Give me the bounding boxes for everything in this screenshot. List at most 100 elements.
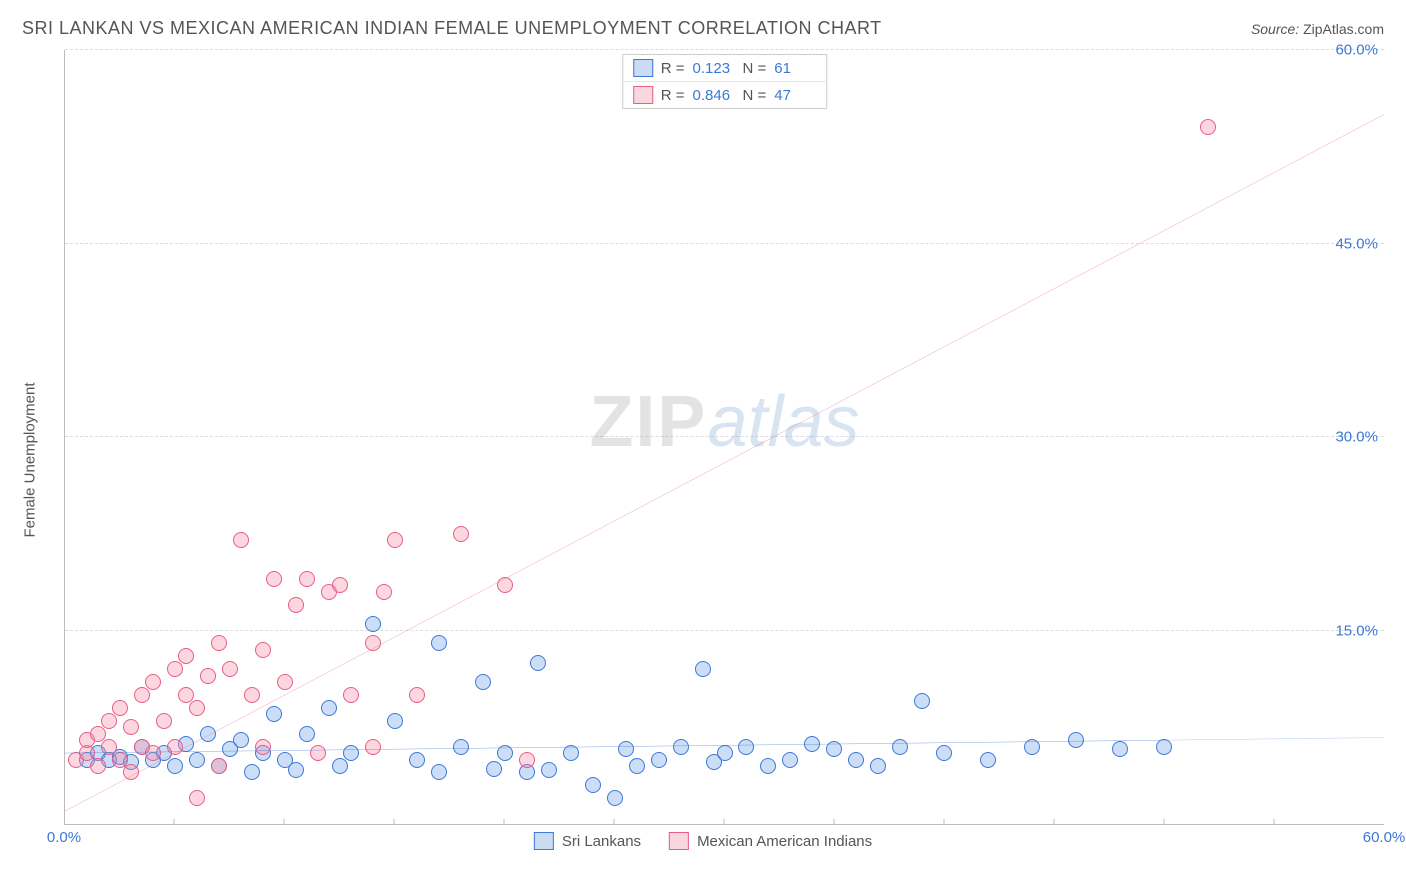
legend-swatch xyxy=(669,832,689,850)
scatter-point xyxy=(145,745,161,761)
x-tick-mark xyxy=(943,819,944,825)
scatter-point xyxy=(519,752,535,768)
gridline xyxy=(65,49,1384,50)
x-tick-label: 0.0% xyxy=(47,829,81,846)
scatter-point xyxy=(266,706,282,722)
scatter-point xyxy=(244,687,260,703)
trend-line-extrapolation xyxy=(1164,738,1384,741)
scatter-point xyxy=(870,758,886,774)
scatter-point xyxy=(365,739,381,755)
scatter-point xyxy=(200,726,216,742)
scatter-point xyxy=(541,762,557,778)
scatter-point xyxy=(475,674,491,690)
x-tick-label: 60.0% xyxy=(1363,829,1406,846)
scatter-point xyxy=(629,758,645,774)
legend-series-item: Sri Lankans xyxy=(534,832,641,850)
scatter-point xyxy=(167,758,183,774)
scatter-point xyxy=(233,732,249,748)
legend-correlation-row: R =0.846N =47 xyxy=(623,81,827,108)
scatter-point xyxy=(167,739,183,755)
scatter-point xyxy=(497,745,513,761)
x-tick-mark xyxy=(503,819,504,825)
scatter-point xyxy=(673,739,689,755)
scatter-point xyxy=(782,752,798,768)
scatter-point xyxy=(134,687,150,703)
n-value: 61 xyxy=(774,60,816,77)
scatter-point xyxy=(804,736,820,752)
scatter-point xyxy=(288,762,304,778)
x-tick-mark xyxy=(834,819,835,825)
scatter-point xyxy=(343,745,359,761)
scatter-point xyxy=(266,571,282,587)
r-label: R = xyxy=(661,60,685,77)
scatter-point xyxy=(343,687,359,703)
scatter-point xyxy=(387,532,403,548)
chart-container: Female Unemployment ZIPatlas R =0.123N =… xyxy=(22,50,1384,870)
source-label: Source: xyxy=(1251,21,1299,37)
scatter-point xyxy=(607,790,623,806)
scatter-point xyxy=(760,758,776,774)
chart-title: SRI LANKAN VS MEXICAN AMERICAN INDIAN FE… xyxy=(22,18,882,39)
scatter-point xyxy=(453,739,469,755)
watermark-zip: ZIP xyxy=(589,382,707,462)
source-attribution: Source: ZipAtlas.com xyxy=(1251,21,1384,37)
scatter-point xyxy=(618,741,634,757)
scatter-point xyxy=(936,745,952,761)
scatter-point xyxy=(585,777,601,793)
scatter-point xyxy=(332,758,348,774)
scatter-point xyxy=(189,790,205,806)
x-tick-mark xyxy=(284,819,285,825)
legend-series: Sri Lankans Mexican American Indians xyxy=(534,832,872,850)
x-tick-mark xyxy=(394,819,395,825)
scatter-point xyxy=(497,577,513,593)
scatter-point xyxy=(178,648,194,664)
scatter-point xyxy=(980,752,996,768)
scatter-point xyxy=(167,661,183,677)
scatter-point xyxy=(1068,732,1084,748)
scatter-point xyxy=(453,526,469,542)
y-tick-label: 30.0% xyxy=(1335,429,1378,446)
legend-series-item: Mexican American Indians xyxy=(669,832,872,850)
scatter-point xyxy=(695,661,711,677)
n-label: N = xyxy=(743,60,767,77)
r-label: R = xyxy=(661,87,685,104)
scatter-point xyxy=(651,752,667,768)
x-tick-mark xyxy=(1274,819,1275,825)
plot-area: ZIPatlas R =0.123N =61R =0.846N =47 15.0… xyxy=(64,50,1384,825)
x-tick-mark xyxy=(174,819,175,825)
x-tick-mark xyxy=(724,819,725,825)
source-value: ZipAtlas.com xyxy=(1303,21,1384,37)
scatter-point xyxy=(156,713,172,729)
legend-series-label: Sri Lankans xyxy=(562,833,641,850)
scatter-point xyxy=(189,700,205,716)
scatter-point xyxy=(112,700,128,716)
title-bar: SRI LANKAN VS MEXICAN AMERICAN INDIAN FE… xyxy=(22,18,1384,39)
legend-correlation-row: R =0.123N =61 xyxy=(623,55,827,81)
scatter-point xyxy=(123,764,139,780)
scatter-point xyxy=(848,752,864,768)
scatter-point xyxy=(892,739,908,755)
scatter-point xyxy=(1112,741,1128,757)
y-axis-label: Female Unemployment xyxy=(22,382,39,537)
scatter-point xyxy=(717,745,733,761)
n-value: 47 xyxy=(774,87,816,104)
scatter-point xyxy=(255,642,271,658)
scatter-point xyxy=(211,758,227,774)
legend-swatch xyxy=(633,86,653,104)
scatter-point xyxy=(409,752,425,768)
scatter-point xyxy=(1200,119,1216,135)
scatter-point xyxy=(365,635,381,651)
scatter-point xyxy=(332,577,348,593)
scatter-point xyxy=(365,616,381,632)
scatter-point xyxy=(145,674,161,690)
legend-correlation: R =0.123N =61R =0.846N =47 xyxy=(622,54,828,109)
scatter-point xyxy=(288,597,304,613)
scatter-point xyxy=(244,764,260,780)
trend-line xyxy=(65,115,1384,812)
scatter-point xyxy=(409,687,425,703)
gridline xyxy=(65,630,1384,631)
trend-lines-svg xyxy=(65,50,1384,824)
legend-swatch xyxy=(633,59,653,77)
scatter-point xyxy=(222,661,238,677)
y-tick-label: 15.0% xyxy=(1335,622,1378,639)
